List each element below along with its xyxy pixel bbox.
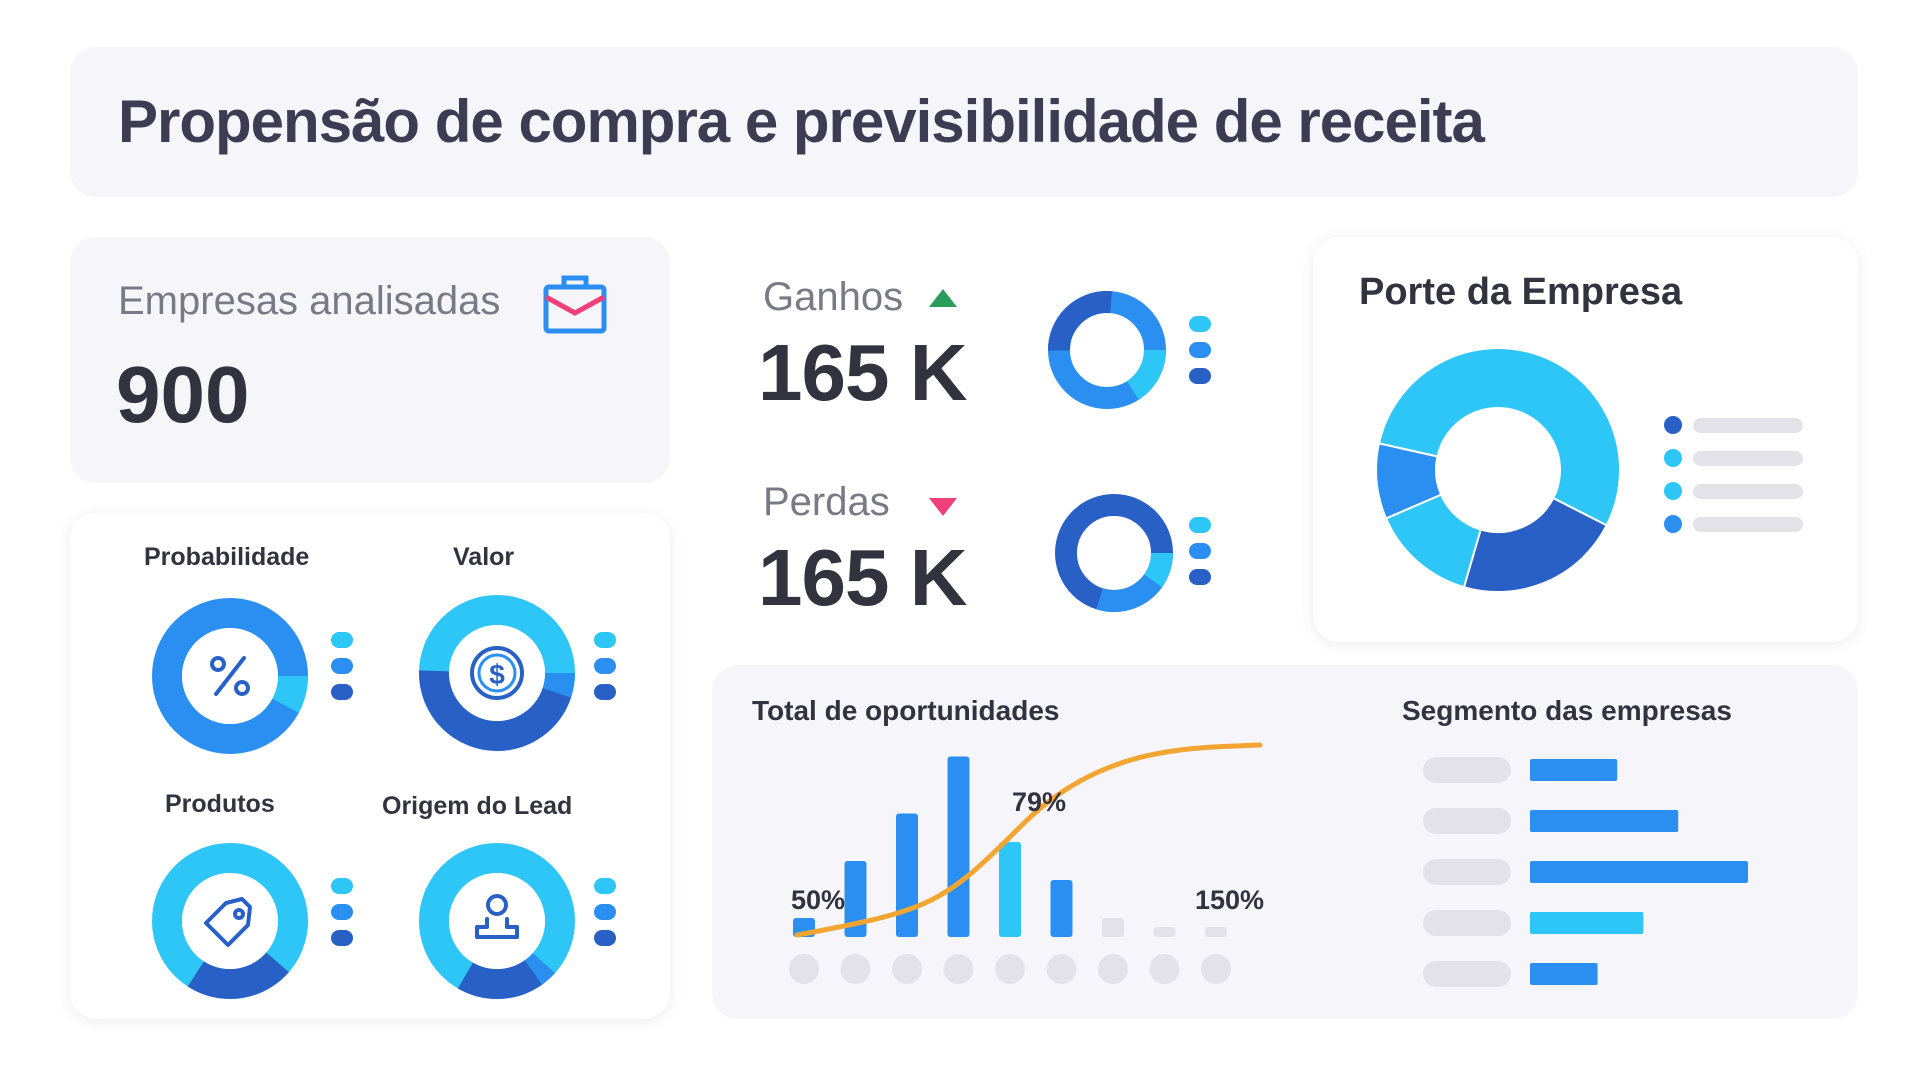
segment-placeholder-label bbox=[1423, 757, 1511, 783]
bar[interactable] bbox=[1153, 927, 1176, 937]
segment-bar[interactable] bbox=[1530, 810, 1679, 832]
x-axis-placeholder-dot bbox=[1201, 954, 1231, 984]
bar[interactable] bbox=[844, 861, 867, 937]
bar[interactable] bbox=[1050, 880, 1073, 937]
pie-slice[interactable] bbox=[1375, 442, 1443, 520]
legend-placeholder-bar bbox=[1693, 517, 1803, 532]
user-icon bbox=[475, 894, 519, 939]
probabilidade-donut[interactable] bbox=[150, 596, 310, 756]
tag-icon bbox=[204, 897, 252, 947]
porte-card: Porte da Empresa bbox=[1313, 237, 1858, 642]
empresas-card[interactable]: Empresas analisadas 900 bbox=[70, 237, 670, 483]
x-axis-placeholder-dot bbox=[840, 954, 871, 984]
bar[interactable] bbox=[896, 813, 918, 938]
oportunidades-segmento-card: 50% 79% 150% Total de oportunidades Segmen… bbox=[712, 665, 1858, 1019]
bar[interactable] bbox=[1205, 927, 1227, 937]
trend-down-icon bbox=[929, 498, 957, 516]
ganhos-legend-icon bbox=[1189, 316, 1211, 384]
segment-placeholder-label bbox=[1423, 859, 1511, 885]
x-axis-placeholder-dot bbox=[1098, 954, 1128, 984]
metrics-card: Probabilidade Valor Produtos Origem do L… bbox=[70, 513, 670, 1019]
perdas-label: Perdas bbox=[763, 480, 890, 524]
segment-bar[interactable] bbox=[1530, 861, 1748, 883]
ganhos-label: Ganhos bbox=[763, 275, 904, 319]
produtos-donut[interactable] bbox=[150, 841, 310, 1001]
probabilidade-legend-icon bbox=[331, 632, 353, 700]
dollar-icon: $ bbox=[470, 646, 524, 700]
origem-donut[interactable] bbox=[417, 841, 577, 1001]
segmento-chart[interactable] bbox=[1402, 745, 1802, 1005]
metric-label-produtos: Produtos bbox=[165, 790, 275, 818]
x-axis-placeholder-dot bbox=[892, 954, 922, 984]
legend-placeholder-bar bbox=[1693, 418, 1803, 433]
briefcase-icon bbox=[543, 275, 607, 334]
bar[interactable] bbox=[1102, 918, 1124, 937]
pie-slice[interactable] bbox=[1462, 496, 1609, 593]
data-label-mid: 79% bbox=[1012, 787, 1066, 817]
legend-placeholder-bar bbox=[1693, 451, 1803, 466]
percent-icon bbox=[210, 656, 250, 696]
perdas-donut[interactable] bbox=[1054, 493, 1174, 613]
trend-up-icon bbox=[929, 289, 957, 307]
empresas-label: Empresas analisadas bbox=[118, 279, 501, 323]
x-axis-placeholder-dot bbox=[1149, 954, 1180, 984]
x-axis-placeholder-dot bbox=[1046, 954, 1077, 984]
perdas-legend-icon bbox=[1189, 517, 1211, 585]
bar[interactable] bbox=[999, 842, 1021, 937]
produtos-legend-icon bbox=[331, 878, 353, 946]
empresas-value: 900 bbox=[116, 350, 250, 439]
pie-slice[interactable] bbox=[1377, 347, 1621, 527]
porte-legend bbox=[1664, 416, 1803, 533]
data-label-end: 150% bbox=[1195, 885, 1264, 915]
valor-donut[interactable]: $ bbox=[417, 593, 577, 753]
porte-donut-chart[interactable] bbox=[1373, 345, 1623, 595]
metric-label-probabilidade: Probabilidade bbox=[144, 543, 310, 571]
perdas-value: 165 K bbox=[758, 533, 967, 622]
metric-label-valor: Valor bbox=[453, 543, 515, 571]
svg-text:$: $ bbox=[489, 659, 505, 690]
segment-bar[interactable] bbox=[1530, 963, 1598, 985]
segment-bar[interactable] bbox=[1530, 912, 1644, 934]
segment-placeholder-label bbox=[1423, 910, 1511, 936]
segment-placeholder-label bbox=[1423, 961, 1511, 987]
ganhos-donut[interactable] bbox=[1047, 290, 1167, 410]
data-label-start: 50% bbox=[791, 885, 845, 915]
segmento-title: Segmento das empresas bbox=[1402, 695, 1732, 726]
legend-swatch bbox=[1664, 416, 1682, 434]
bar[interactable] bbox=[947, 756, 970, 938]
page-title: Propensão de compra e previsibilidade de… bbox=[118, 88, 1485, 155]
valor-legend-icon bbox=[594, 632, 616, 700]
legend-swatch bbox=[1664, 449, 1682, 467]
x-axis-placeholder-dot bbox=[789, 954, 819, 984]
ganhos-value: 165 K bbox=[758, 328, 967, 417]
oportunidades-title: Total de oportunidades bbox=[752, 695, 1060, 726]
legend-swatch bbox=[1664, 482, 1682, 500]
x-axis-placeholder-dot bbox=[995, 954, 1025, 984]
segment-bar[interactable] bbox=[1530, 759, 1618, 781]
title-banner: Propensão de compra e previsibilidade de… bbox=[70, 47, 1858, 197]
legend-swatch bbox=[1664, 515, 1682, 533]
origem-legend-icon bbox=[594, 878, 616, 946]
porte-title: Porte da Empresa bbox=[1359, 271, 1683, 313]
segment-placeholder-label bbox=[1423, 808, 1511, 834]
oportunidades-chart[interactable]: 50% 79% 150% bbox=[712, 665, 1392, 1019]
metric-label-origem: Origem do Lead bbox=[382, 792, 573, 820]
x-axis-placeholder-dot bbox=[943, 954, 974, 984]
trend-curve bbox=[794, 742, 1263, 938]
legend-placeholder-bar bbox=[1693, 484, 1803, 499]
